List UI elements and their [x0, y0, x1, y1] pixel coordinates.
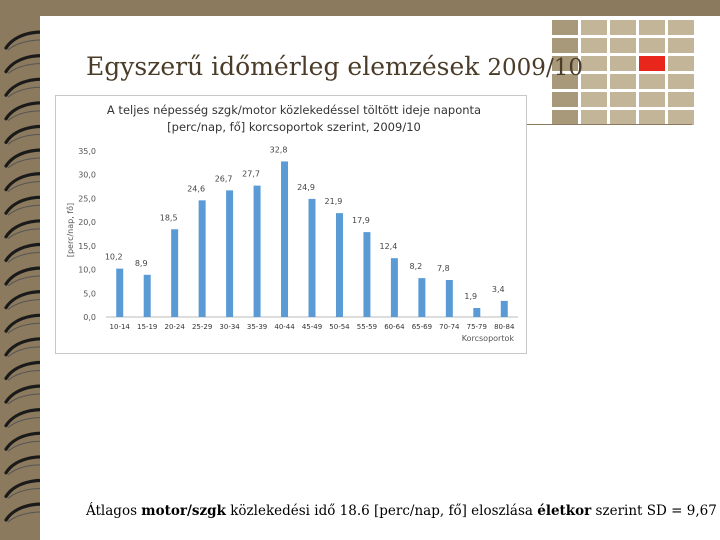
- grid-tile: [610, 56, 636, 71]
- y-tick-label: 30,0: [78, 171, 96, 180]
- chart-title-line-1: A teljes népesség szgk/motor közlekedéss…: [107, 103, 481, 117]
- bar-value-label: 24,6: [187, 184, 205, 193]
- bar-65-69: [418, 278, 426, 317]
- grid-tile: [581, 20, 607, 35]
- y-axis-label: [perc/nap, fő]: [66, 203, 75, 257]
- grid-tile: [552, 110, 578, 125]
- x-tick-label: 75-79: [467, 323, 487, 331]
- caption-part: közlekedési idő 18.6 [perc/nap, fő] elos…: [225, 503, 538, 519]
- grid-tile: [639, 110, 665, 125]
- x-tick-label: 15-19: [137, 323, 157, 331]
- bar-value-label: 8,2: [409, 262, 422, 271]
- x-tick-label: 80-84: [494, 323, 515, 331]
- x-tick-label: 20-24: [164, 323, 185, 331]
- grid-tile: [552, 74, 578, 89]
- caption-part: szerint SD = 9,67: [591, 503, 717, 519]
- y-tick-label: 10,0: [78, 266, 96, 275]
- x-tick-label: 40-44: [274, 323, 295, 331]
- bar-10-14: [116, 268, 124, 317]
- grid-tile: [610, 74, 636, 89]
- slide-title: Egyszerű időmérleg elemzések 2009/10: [86, 52, 583, 81]
- y-tick-label: 35,0: [78, 147, 96, 156]
- x-tick-label: 25-29: [192, 323, 212, 331]
- x-tick-label: 55-59: [357, 323, 377, 331]
- y-tick-label: 0,0: [83, 313, 96, 322]
- caption-part: életkor: [537, 503, 592, 519]
- grid-tile: [668, 92, 694, 107]
- bar-value-label: 8,9: [135, 259, 148, 268]
- y-tick-label: 20,0: [78, 218, 96, 227]
- bar-70-74: [445, 280, 453, 317]
- caption-part: Átlagos: [86, 503, 142, 519]
- x-tick-label: 45-49: [302, 323, 322, 331]
- grid-tile: [639, 92, 665, 107]
- caption-part: motor/szgk: [141, 503, 226, 519]
- bar-25-29: [198, 200, 206, 317]
- bar-value-label: 12,4: [379, 242, 397, 251]
- bar-value-label: 26,7: [215, 174, 233, 183]
- x-tick-label: 60-64: [384, 323, 405, 331]
- bar-value-label: 18,5: [160, 213, 178, 222]
- x-tick-label: 30-34: [219, 323, 240, 331]
- grid-tile: [581, 38, 607, 53]
- grid-tile: [639, 38, 665, 53]
- slide-title-year: 2009/10: [487, 55, 583, 81]
- x-tick-label: 10-14: [110, 323, 131, 331]
- grid-tile: [581, 110, 607, 125]
- decorative-tile-grid: [552, 20, 694, 125]
- grid-tile: [668, 110, 694, 125]
- bar-value-label: 3,4: [492, 285, 505, 294]
- grid-tile: [668, 38, 694, 53]
- bar-80-84: [500, 300, 508, 317]
- grid-tile: [581, 74, 607, 89]
- grid-tile: [552, 92, 578, 107]
- grid-tile: [639, 20, 665, 35]
- bar-60-64: [390, 258, 398, 317]
- bar-20-24: [171, 229, 179, 317]
- slide-title-main: Egyszerű időmérleg elemzések: [86, 52, 480, 81]
- accent-tile: [639, 56, 665, 71]
- bar-15-19: [143, 274, 151, 317]
- grid-tile: [610, 20, 636, 35]
- y-tick-label: 15,0: [78, 242, 96, 251]
- slide-caption: Átlagos motor/szgk közlekedési idő 18.6 …: [86, 503, 717, 519]
- bar-value-label: 24,9: [297, 183, 315, 192]
- grid-tile: [581, 92, 607, 107]
- grid-tile: [639, 74, 665, 89]
- x-tick-label: 65-69: [412, 323, 432, 331]
- x-tick-label: 70-74: [439, 323, 460, 331]
- grid-tile: [581, 56, 607, 71]
- chart-container: A teljes népesség szgk/motor közlekedéss…: [55, 95, 527, 354]
- x-tick-label: 50-54: [329, 323, 350, 331]
- bar-value-label: 32,8: [270, 145, 288, 154]
- bar-50-54: [335, 213, 343, 317]
- bar-value-label: 27,7: [242, 170, 260, 179]
- bar-value-label: 10,2: [105, 253, 123, 262]
- bar-35-39: [253, 185, 261, 317]
- bar-value-label: 1,9: [464, 292, 477, 301]
- bar-55-59: [363, 232, 371, 317]
- grid-tile: [668, 56, 694, 71]
- bar-value-label: 17,9: [352, 216, 370, 225]
- grid-tile: [668, 20, 694, 35]
- x-axis-label: Korcsoportok: [462, 334, 515, 343]
- bar-75-79: [473, 307, 481, 317]
- bar-40-44: [281, 161, 289, 317]
- grid-tile: [610, 38, 636, 53]
- y-tick-label: 25,0: [78, 194, 96, 203]
- bar-value-label: 7,8: [437, 264, 450, 273]
- chart-title-line-2: [perc/nap, fő] korcsoportok szerint, 200…: [167, 120, 421, 134]
- grid-tile: [610, 110, 636, 125]
- bar-45-49: [308, 198, 316, 317]
- grid-tile: [552, 38, 578, 53]
- x-tick-label: 35-39: [247, 323, 267, 331]
- grid-tile: [610, 92, 636, 107]
- bar-value-label: 21,9: [325, 197, 343, 206]
- bar-chart: A teljes népesség szgk/motor közlekedéss…: [66, 103, 518, 343]
- grid-tile: [552, 56, 578, 71]
- grid-tile: [552, 20, 578, 35]
- y-tick-label: 5,0: [83, 289, 96, 298]
- grid-tile: [668, 74, 694, 89]
- bar-30-34: [226, 190, 234, 317]
